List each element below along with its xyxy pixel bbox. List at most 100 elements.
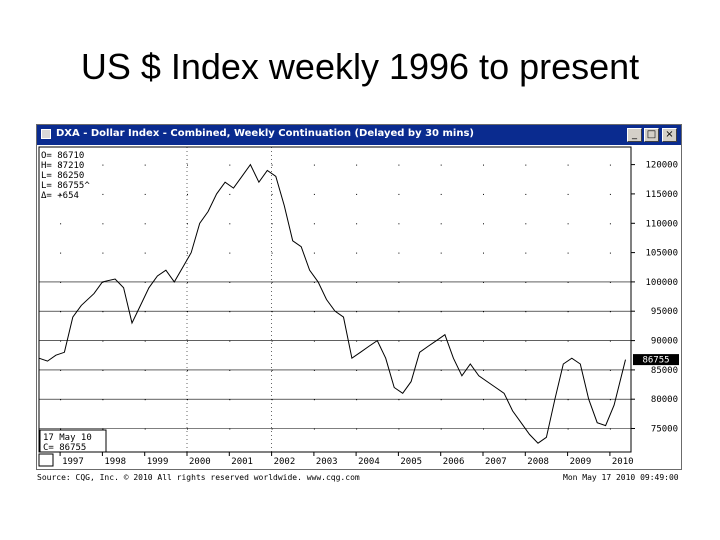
grid-dot — [102, 369, 104, 371]
grid-dot — [356, 252, 358, 254]
y-tick-label: 100000 — [645, 278, 678, 288]
grid-dot — [313, 252, 315, 254]
footer-timestamp: Mon May 17 2010 09:49:00 — [563, 473, 679, 482]
grid-dot — [313, 193, 315, 195]
grid-dot — [440, 223, 442, 225]
grid-dot — [609, 340, 611, 342]
grid-dot — [567, 311, 569, 313]
grid-dot — [144, 223, 146, 225]
grid-dot — [356, 311, 358, 313]
grid-dot — [187, 193, 188, 195]
y-tick-label: 115000 — [645, 190, 678, 200]
grid-dot — [102, 428, 104, 430]
slide-title: US $ Index weekly 1996 to present — [80, 46, 640, 87]
grid-dot — [60, 193, 62, 195]
grid-dot — [609, 193, 611, 195]
date-box-frame — [39, 429, 107, 453]
grid-dot — [102, 399, 104, 401]
grid-dot — [609, 164, 611, 166]
grid-dot — [229, 311, 231, 313]
grid-dot — [271, 369, 273, 371]
grid-dot — [271, 223, 273, 225]
window-titlebar[interactable]: DXA - Dollar Index - Combined, Weekly Co… — [37, 125, 681, 145]
grid-dot — [102, 281, 104, 283]
y-tick-label: 85000 — [651, 366, 678, 376]
grid-dot — [398, 252, 400, 254]
grid-dot — [187, 399, 188, 401]
x-tick-label: 2004 — [358, 457, 380, 467]
grid-dot — [144, 340, 146, 342]
grid-dot — [313, 399, 315, 401]
chart-window: DXA - Dollar Index - Combined, Weekly Co… — [36, 124, 682, 470]
price-line — [38, 163, 626, 444]
grid-dot — [60, 399, 62, 401]
y-axis: 120000 115000 110000 105000 100000 95000 90000… — [631, 161, 678, 435]
grid-dots — [60, 164, 611, 430]
last-price-label: 86755 — [642, 356, 669, 366]
grid-dot — [525, 281, 527, 283]
grid-dot — [271, 399, 273, 401]
date-box-close: C= 86755 — [43, 443, 86, 453]
x-tick-label: 2007 — [485, 457, 507, 467]
grid-dot — [102, 252, 104, 254]
grid-dot — [440, 399, 442, 401]
grid-dot — [567, 399, 569, 401]
grid-dot — [609, 252, 611, 254]
grid-dot — [483, 369, 484, 371]
grid-dot — [313, 340, 315, 342]
grid-dot — [229, 281, 231, 283]
minimize-button[interactable]: _ — [627, 128, 642, 142]
grid-dot — [313, 281, 315, 283]
grid-dot — [271, 340, 273, 342]
grid-dot — [525, 164, 527, 166]
grid-dot — [187, 428, 188, 430]
grid-dot — [102, 311, 104, 313]
grid-dot — [567, 252, 569, 254]
grid-dot — [567, 428, 569, 430]
grid-dot — [187, 281, 188, 283]
grid-dot — [271, 193, 273, 195]
grid-dot — [271, 281, 273, 283]
x-axis: 1997 1998 1999 2000 2001 2002 2003 2004 2005 2006… — [59, 452, 634, 467]
x-tick-label: 2009 — [570, 457, 592, 467]
y-tick-label: 90000 — [651, 337, 678, 347]
grid-dot — [525, 399, 527, 401]
grid-dot — [313, 428, 315, 430]
grid-dot — [229, 340, 231, 342]
grid-dot — [525, 193, 527, 195]
grid-dot — [525, 223, 527, 225]
grid-dot — [60, 223, 62, 225]
x-tick-label: 2000 — [189, 457, 211, 467]
grid-dot — [567, 223, 569, 225]
ohlc-readout: O= 86710 H= 87210 L= 86250 L= 86755^ Δ= … — [41, 151, 90, 201]
grid-dot — [144, 399, 146, 401]
grid-dot — [567, 193, 569, 195]
y-tick-label: 75000 — [651, 425, 678, 435]
x-tick-label: 2005 — [400, 457, 422, 467]
y-tick-label: 95000 — [651, 307, 678, 317]
y-tick-label: 80000 — [651, 395, 678, 405]
grid-dot — [356, 369, 358, 371]
readout-last: L= 86755^ — [41, 181, 90, 191]
grid-dot — [187, 223, 188, 225]
grid-dot — [271, 252, 273, 254]
date-box: 17 May 10 C= 86755 — [39, 429, 107, 453]
grid-dot — [483, 399, 484, 401]
grid-dot — [440, 428, 442, 430]
grid-dot — [229, 164, 231, 166]
last-price-marker: 86755 — [633, 354, 679, 366]
grid-dot — [567, 340, 569, 342]
grid-dot — [440, 252, 442, 254]
grid-dot — [525, 311, 527, 313]
grid-dot — [483, 252, 484, 254]
close-button[interactable]: × — [662, 128, 677, 142]
footer-source: Source: CQG, Inc. © 2010 All rights rese… — [37, 473, 360, 482]
grid-dot — [229, 193, 231, 195]
maximize-button[interactable]: □ — [644, 128, 659, 142]
grid-dot — [609, 281, 611, 283]
grid-dot — [567, 281, 569, 283]
grid-dot — [398, 193, 400, 195]
grid-dot — [144, 193, 146, 195]
grid-dot — [525, 252, 527, 254]
x-tick-label: 2001 — [231, 457, 253, 467]
